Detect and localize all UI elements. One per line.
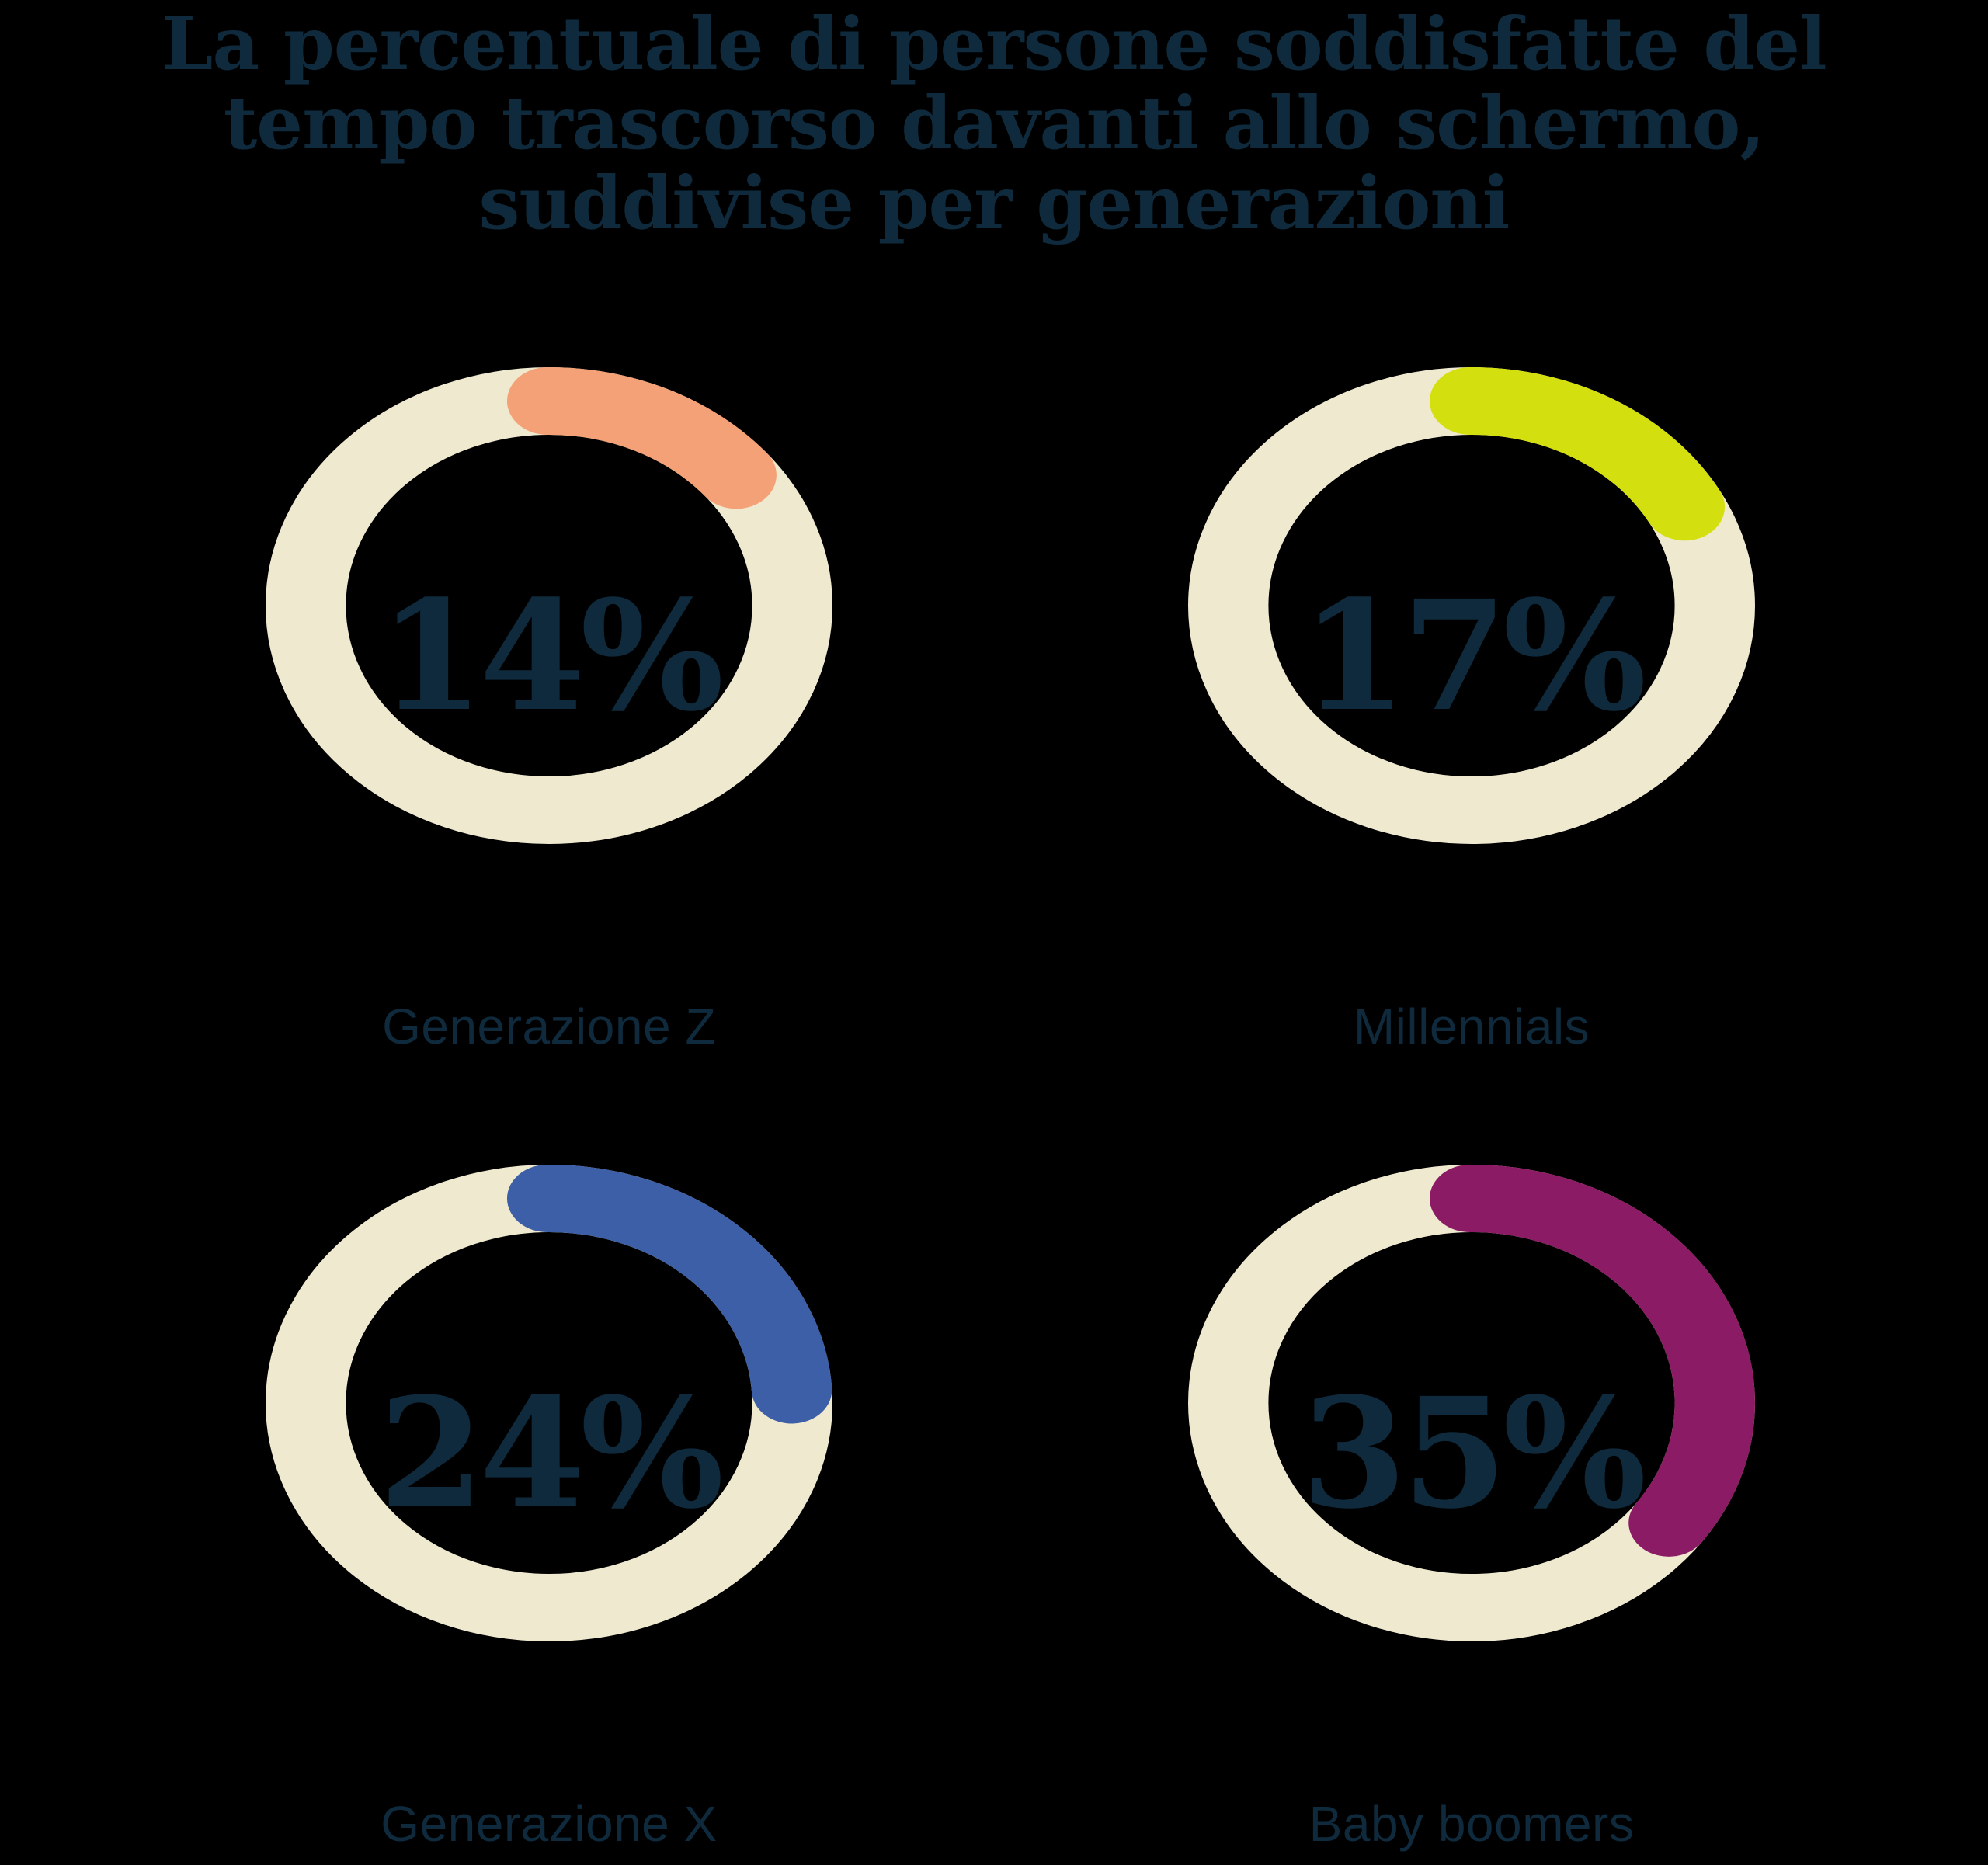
donut-arc [1188, 1165, 1755, 1641]
donut-label: Generazione X [381, 1796, 718, 1852]
donut-svg [1188, 1165, 1755, 1641]
donut-svg [1188, 367, 1755, 844]
donut-label: Millennials [1353, 998, 1590, 1054]
donut-ring: 35% [1188, 1165, 1755, 1641]
donut-arc [266, 1165, 832, 1641]
chart-title-line-2: tempo trascorso davanti allo schermo, [223, 81, 1765, 167]
donut-chart-baby-boomers: 35% Baby boomers [1188, 1165, 1755, 1853]
donut-chart-generazione-z: 14% Generazione Z [266, 367, 832, 1055]
donut-ring: 24% [266, 1165, 832, 1641]
donut-svg [266, 367, 832, 844]
chart-title-line-1: La percentuale di persone soddisfatte de… [162, 2, 1826, 87]
chart-title: La percentuale di persone soddisfatte de… [0, 2, 1988, 246]
donut-arc [1188, 367, 1755, 844]
donut-chart-millennials: 17% Millennials [1188, 367, 1755, 1055]
donut-label: Generazione Z [382, 998, 716, 1054]
donut-chart-generazione-x: 24% Generazione X [266, 1165, 832, 1853]
donut-ring: 14% [266, 367, 832, 844]
donut-arc [266, 367, 832, 844]
donut-label: Baby boomers [1309, 1796, 1635, 1852]
donut-svg [266, 1165, 832, 1641]
chart-title-line-3: suddivise per generazioni [478, 160, 1510, 246]
donut-ring: 17% [1188, 367, 1755, 844]
